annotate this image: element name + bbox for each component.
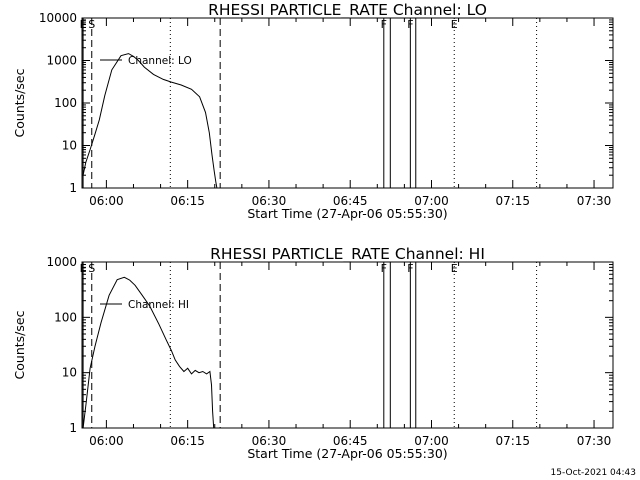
x-tick-label: 06:00 [89,434,124,448]
x-tick-label: 06:45 [333,194,368,208]
y-tick-label: 10 [62,139,77,153]
event-marker-label: F [381,18,387,31]
series-line [82,276,215,429]
y-tick-label: 1000 [46,54,77,68]
x-tick-label: 07:15 [495,434,530,448]
event-marker-label: S [88,18,95,31]
y-tick-label: 1000 [46,255,77,269]
event-marker-label: F [381,262,387,275]
y-tick-label: 10000 [39,11,77,25]
x-axis-label: Start Time (27-Apr-06 05:55:30) [247,446,447,461]
x-tick-label: 06:30 [252,194,287,208]
event-marker-label: E [451,18,458,31]
plot-frame [81,261,614,429]
x-tick-label: 07:00 [414,194,449,208]
plot-frame [81,17,614,189]
series-line [82,53,218,189]
y-axis-label: Counts/sec [12,310,27,379]
chart-panel-hi: RHESSI PARTICLE_RATE Channel: HI 06:00 06:… [12,245,614,461]
y-axis-label: Counts/sec [12,68,27,137]
y-tick-label: 100 [54,310,77,324]
x-tick-label: 07:15 [495,194,530,208]
event-marker-label: S [88,262,95,275]
x-axis-label: Start Time (27-Apr-06 05:55:30) [247,206,447,221]
legend-label: Channel: LO [128,55,192,67]
x-tick-label: 06:45 [333,434,368,448]
x-tick-label: 07:00 [414,434,449,448]
event-marker-label: E [451,262,458,275]
x-tick-label: 06:00 [89,194,124,208]
x-tick-label: 07:30 [577,434,612,448]
chart-title: RHESSI PARTICLE_RATE Channel: HI [210,245,485,264]
x-tick-label: 07:30 [577,194,612,208]
y-tick-label: 10 [62,366,77,380]
chart-panel-lo: RHESSI PARTICLE_RATE Channel: LO 06:00 06:… [12,1,614,221]
y-tick-label: 1 [69,421,77,435]
y-tick-label: 100 [54,96,77,110]
event-marker-label: F [407,18,413,31]
y-tick-label: 1 [69,181,77,195]
x-tick-label: 06:30 [252,434,287,448]
chart-title: RHESSI PARTICLE_RATE Channel: LO [208,1,487,20]
footer-timestamp: 15-Oct-2021 04:43 [551,468,636,478]
event-marker-label: E [80,18,87,31]
event-marker-label: E [80,262,87,275]
legend-label: Channel: HI [128,299,189,311]
event-marker-label: F [407,262,413,275]
x-tick-label: 06:15 [170,434,205,448]
x-tick-label: 06:15 [170,194,205,208]
